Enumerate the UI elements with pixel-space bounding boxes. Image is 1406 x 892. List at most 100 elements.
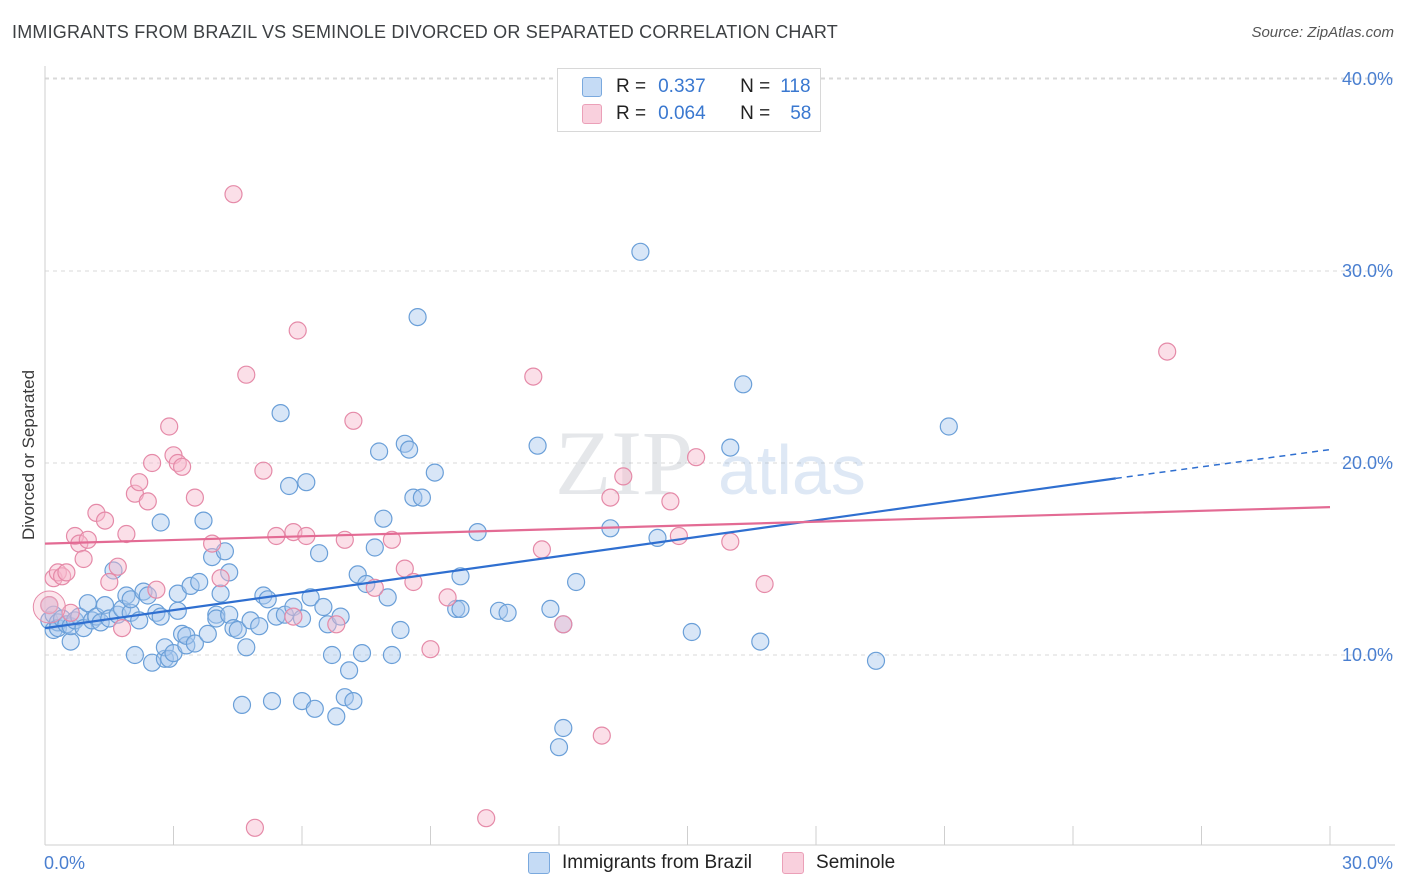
data-point [138,492,157,511]
y-tick-label: 20.0% [1342,453,1393,473]
data-point [143,453,162,473]
tick-labels: 10.0% 20.0% 30.0% 40.0% 0.0% 30.0% [44,69,1393,873]
legend-item-brazil[interactable]: Immigrants from Brazil [528,852,752,874]
data-point [734,375,753,394]
data-point [751,632,770,651]
data-point [185,488,204,507]
legend-swatch-brazil [528,852,550,874]
data-point [592,726,611,745]
data-point [207,605,226,624]
data-point [378,588,397,607]
r-value: 0.337 [658,76,706,97]
data-point [305,699,324,718]
data-point [237,365,256,384]
data-point [382,645,401,665]
data-point [344,691,363,711]
r-value: 0.064 [658,103,706,124]
legend-swatch-seminole [582,104,602,124]
data-point [310,544,329,563]
data-point [95,595,115,615]
data-point [400,440,419,459]
data-point [160,417,179,436]
data-point [224,185,243,204]
data-point [74,549,93,569]
legend-label-seminole: Seminole [816,852,896,873]
data-point [262,691,282,711]
data-point [541,599,560,619]
data-point [151,513,170,532]
data-point [498,603,517,622]
data-point [438,588,457,607]
y-tick-label: 30.0% [1342,261,1393,281]
source-credit: Source: ZipAtlas.com [1251,24,1394,41]
series-legend: Immigrants from Brazil Seminole [528,852,925,874]
data-point [237,638,256,657]
n-label: N = [740,103,771,124]
data-point [340,661,359,680]
data-point [524,367,543,386]
data-point [554,615,573,634]
data-point [173,457,192,476]
data-point [412,488,431,507]
data-point [566,572,586,592]
data-point [686,448,706,467]
data-point [301,588,320,607]
data-point [391,620,410,640]
x-tick-label: 30.0% [1342,853,1393,873]
data-point [451,567,470,586]
stats-row-brazil: R = 0.337 N = 118 [582,74,811,100]
data-point [40,595,59,615]
data-point [271,404,290,423]
watermark-zip: ZIP [555,412,693,514]
x-tick-label: 0.0% [44,853,85,873]
data-point [297,473,316,492]
data-point [108,557,127,576]
n-label: N = [740,76,771,97]
trend-lines [44,448,1331,630]
data-point [250,617,269,636]
legend-label-brazil: Immigrants from Brazil [562,852,753,873]
trend-line-brazil [44,477,1116,630]
data-point [57,563,76,582]
data-point [220,605,239,624]
legend-swatch-brazil [582,77,602,97]
n-value: 118 [780,76,811,97]
data-point [721,438,740,457]
data-point [61,632,80,651]
data-point [939,417,958,436]
data-point [280,476,299,496]
data-point [352,643,372,663]
data-point [284,607,303,626]
data-point [314,597,333,617]
data-point [61,603,80,622]
data-point [117,524,136,544]
n-value: 58 [790,103,812,124]
data-point [245,818,264,837]
data-point [211,584,230,603]
data-point [370,442,389,461]
data-point [185,634,204,653]
data-point [425,463,444,482]
data-point [322,645,342,665]
data-point [344,411,363,430]
data-point [254,461,273,480]
y-axis-title: Divorced or Separated [19,370,38,540]
axes [44,66,1395,846]
data-point [382,530,401,549]
legend-item-seminole[interactable]: Seminole [782,852,895,874]
series-brazil-points [40,242,958,757]
data-point [755,574,774,594]
data-point [601,488,620,507]
data-point [365,538,384,557]
data-point [258,590,277,609]
data-point [327,707,346,726]
data-point [112,618,132,638]
data-point [421,640,440,659]
cluster-point [32,590,66,624]
data-point [125,645,144,665]
stats-row-seminole: R = 0.064 N = 58 [582,101,811,127]
data-point [477,809,496,828]
data-point [190,572,209,592]
data-point [451,599,470,619]
